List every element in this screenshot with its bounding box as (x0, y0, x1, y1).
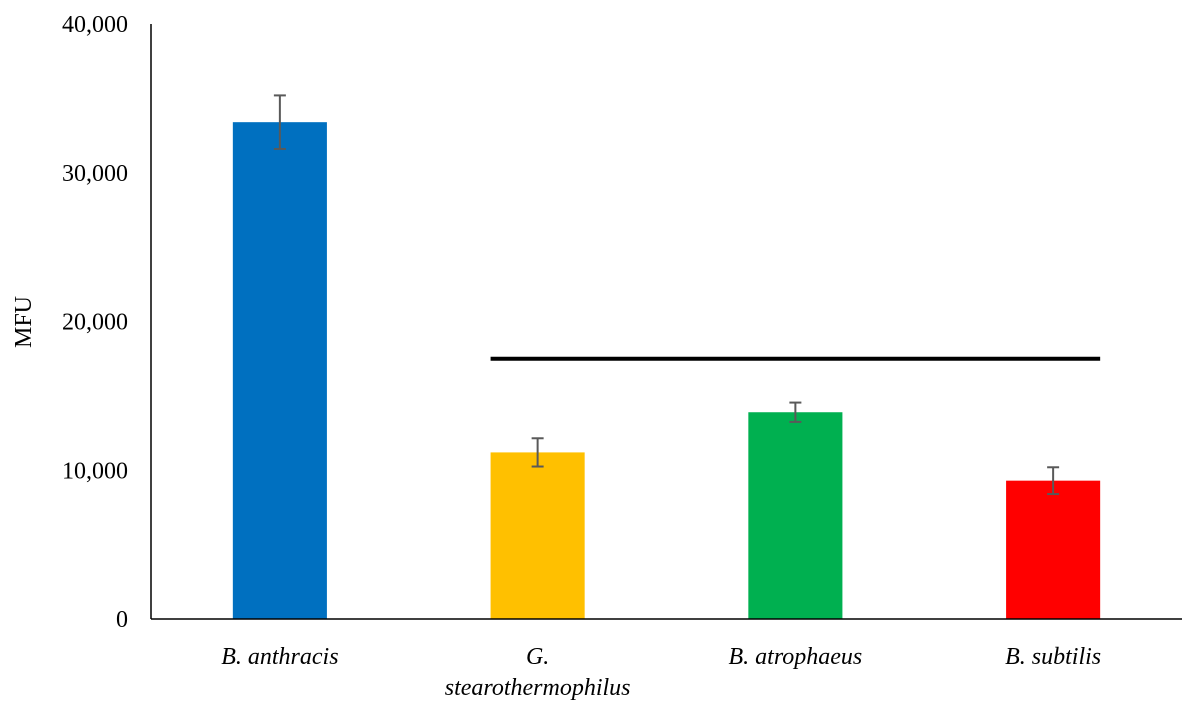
error-bar (789, 401, 802, 423)
error-bar (531, 437, 544, 468)
y-tick-label: 20,000 (62, 310, 128, 336)
category-label: B. anthracis (221, 644, 338, 670)
x-tick-labels: B. anthracis G. stearothermophilus B. atrop… (221, 644, 1101, 701)
error-bar (1047, 466, 1060, 496)
y-tick-label: 10,000 (62, 458, 128, 484)
error-bar (273, 94, 286, 150)
y-tick-label: 40,000 (62, 12, 128, 38)
bar (748, 412, 843, 619)
category-label: G. stearothermophilus (445, 644, 631, 701)
bar (232, 122, 327, 620)
bar (490, 452, 585, 619)
category-label: B. atrophaeus (728, 644, 862, 670)
category-label: B. subtilis (1005, 644, 1101, 670)
y-tick-label: 30,000 (62, 161, 128, 187)
error-bars (273, 94, 1060, 496)
bar (1006, 480, 1101, 619)
bars (232, 122, 1101, 620)
y-tick-label: 0 (116, 607, 128, 633)
y-axis-title: MFU (11, 296, 37, 348)
y-tick-labels: 0 10,000 20,000 30,000 40,000 (62, 12, 128, 633)
